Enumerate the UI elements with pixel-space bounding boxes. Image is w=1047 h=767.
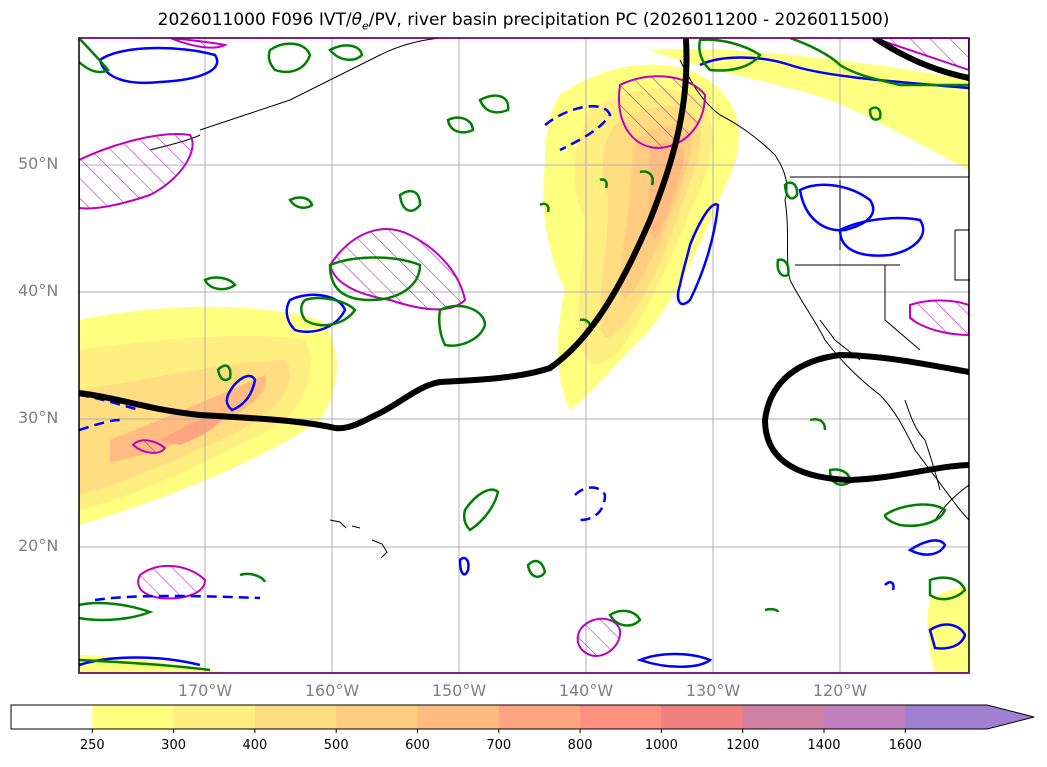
colorbar-tick-label: 500 [323,738,349,753]
colorbar-swatch [742,705,825,729]
colorbar-swatch [336,705,418,729]
colorbar-swatch [173,705,256,729]
lat-label-20n: 20°N [18,536,59,555]
colorbar-tick-label: 1000 [644,738,678,753]
colorbar-swatch [11,705,93,729]
colorbar-swatch [824,705,906,729]
colorbar-swatch [92,705,175,729]
colorbar-swatch [498,705,581,729]
colorbar-tick-label: 1200 [726,738,760,753]
lat-label-40n: 40°N [18,281,59,300]
lon-label-170w: 170°W [177,681,233,700]
colorbar-tick-label: 400 [242,738,268,753]
colorbar-swatch [661,705,744,729]
colorbar-swatch [417,705,500,729]
colorbar-tick-label: 250 [79,738,105,753]
colorbar-tick-label: 700 [486,738,512,753]
pv-contours [79,46,969,668]
colorbar-tick-label: 600 [405,738,430,753]
lon-label-150w: 150°W [431,681,487,700]
lat-label-50n: 50°N [18,154,59,173]
lon-label-130w: 130°W [685,681,741,700]
map-title: 2026011000 F096 IVT/θe/PV, river basin p… [157,10,890,33]
colorbar-extend-arrow [905,705,1034,729]
colorbar-tick-label: 800 [567,738,593,753]
colorbar-swatch [580,705,662,729]
jet-axis [79,38,969,484]
lon-label-140w: 140°W [558,681,614,700]
lon-label-120w: 120°W [812,681,868,700]
lat-label-30n: 30°N [18,408,59,427]
colorbar-tick-label: 1600 [888,738,922,753]
lon-label-160w: 160°W [304,681,360,700]
basin-hatch [79,38,969,657]
colorbar-swatch [254,705,337,729]
colorbar-tick-label: 300 [161,738,187,753]
colorbar-tick-label: 1400 [807,738,841,753]
theta-contours [79,38,969,672]
